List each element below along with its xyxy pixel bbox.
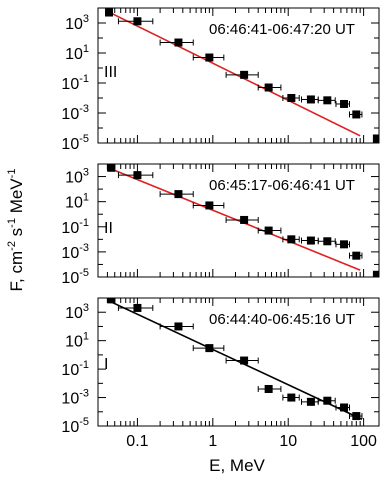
fit-line xyxy=(107,10,361,137)
data-point xyxy=(323,396,332,405)
x-tick-label: 100 xyxy=(350,433,377,450)
panel-III: 103 101 10-1 10-3 10-5 06:46:41-06:47:20 UT II… xyxy=(61,7,380,153)
plot-area xyxy=(105,8,379,143)
data-point xyxy=(105,8,114,17)
panel-time-label: 06:45:17-06:46:41 UT xyxy=(209,177,355,194)
panel-frame xyxy=(97,163,380,278)
data-point xyxy=(352,110,361,119)
data-point xyxy=(352,412,361,421)
y-tick-label: 10-3 xyxy=(61,388,89,408)
data-point xyxy=(205,53,214,62)
data-point xyxy=(340,403,349,412)
data-point xyxy=(306,95,315,104)
data-point xyxy=(340,99,349,108)
y-axis-label-part: F, cm xyxy=(7,251,26,292)
y-axis-label-part: MeV xyxy=(7,178,26,218)
panel-label: II xyxy=(104,220,113,237)
panel-frame xyxy=(97,7,380,144)
data-point xyxy=(287,393,296,402)
y-tick-label: 10-5 xyxy=(61,133,89,153)
data-point xyxy=(352,251,361,260)
data-point xyxy=(264,83,273,92)
data-point xyxy=(107,164,116,172)
y-tick-label: 101 xyxy=(65,43,89,63)
y-tick-label: 10-5 xyxy=(61,416,89,436)
data-point xyxy=(133,171,142,180)
x-tick-label: 0.1 xyxy=(126,433,148,450)
data-point xyxy=(287,94,296,102)
data-point xyxy=(107,298,116,304)
data-point xyxy=(306,236,315,245)
panel-time-label: 06:44:40-06:45:16 UT xyxy=(209,311,355,328)
data-point xyxy=(306,397,315,406)
plot-area xyxy=(106,164,379,277)
data-point xyxy=(264,384,273,393)
data-point xyxy=(133,17,142,26)
panel-II: 103 101 10-1 10-3 10-5 06:45:17-06:46:41 UT II xyxy=(61,163,380,287)
data-point xyxy=(323,237,332,246)
panel-I: 103 101 10-1 10-3 10-5 06:44:40-06:45:16 UT I xyxy=(61,297,380,436)
data-point xyxy=(340,240,349,249)
data-point xyxy=(287,235,296,244)
y-tick-label: 10-1 xyxy=(61,73,89,93)
y-tick-label: 101 xyxy=(65,331,89,351)
data-point xyxy=(174,190,183,199)
y-axis-label: F, cm-2 s-1 MeV-1 xyxy=(6,169,26,292)
data-point xyxy=(323,96,332,105)
y-tick-label: 10-1 xyxy=(61,217,89,237)
data-point xyxy=(240,356,249,365)
y-tick-label: 101 xyxy=(65,192,89,212)
panel-label: III xyxy=(104,64,117,81)
data-point xyxy=(205,201,214,210)
y-axis-label-part: s xyxy=(7,228,26,241)
data-point xyxy=(174,322,183,331)
y-axis-label-exp: -1 xyxy=(6,218,18,228)
panel-label: I xyxy=(104,356,108,373)
y-tick-label: 103 xyxy=(65,13,89,33)
data-point xyxy=(205,344,214,353)
data-point xyxy=(174,38,183,47)
panel-frame xyxy=(97,297,380,427)
x-axis-label: E, MeV xyxy=(209,456,265,475)
x-tick-label: 10 xyxy=(279,433,297,450)
y-axis-label-exp: -2 xyxy=(6,241,18,251)
y-tick-label: 10-3 xyxy=(61,103,89,123)
data-point xyxy=(240,70,249,79)
panel-time-label: 06:46:41-06:47:20 UT xyxy=(209,21,355,38)
y-tick-label: 10-3 xyxy=(61,242,89,262)
y-axis-label-exp: -1 xyxy=(6,169,18,179)
fit-line xyxy=(107,299,363,420)
y-tick-label: 10-1 xyxy=(61,359,89,379)
data-point xyxy=(240,215,249,224)
y-tick-label: 10-5 xyxy=(61,267,89,287)
data-point xyxy=(372,270,379,277)
data-point xyxy=(133,303,142,312)
data-point xyxy=(372,134,379,143)
plot-area xyxy=(106,298,363,421)
x-tick-label: 1 xyxy=(208,433,217,450)
data-point xyxy=(264,226,273,235)
y-tick-label: 103 xyxy=(65,167,89,187)
y-tick-label: 103 xyxy=(65,302,89,322)
